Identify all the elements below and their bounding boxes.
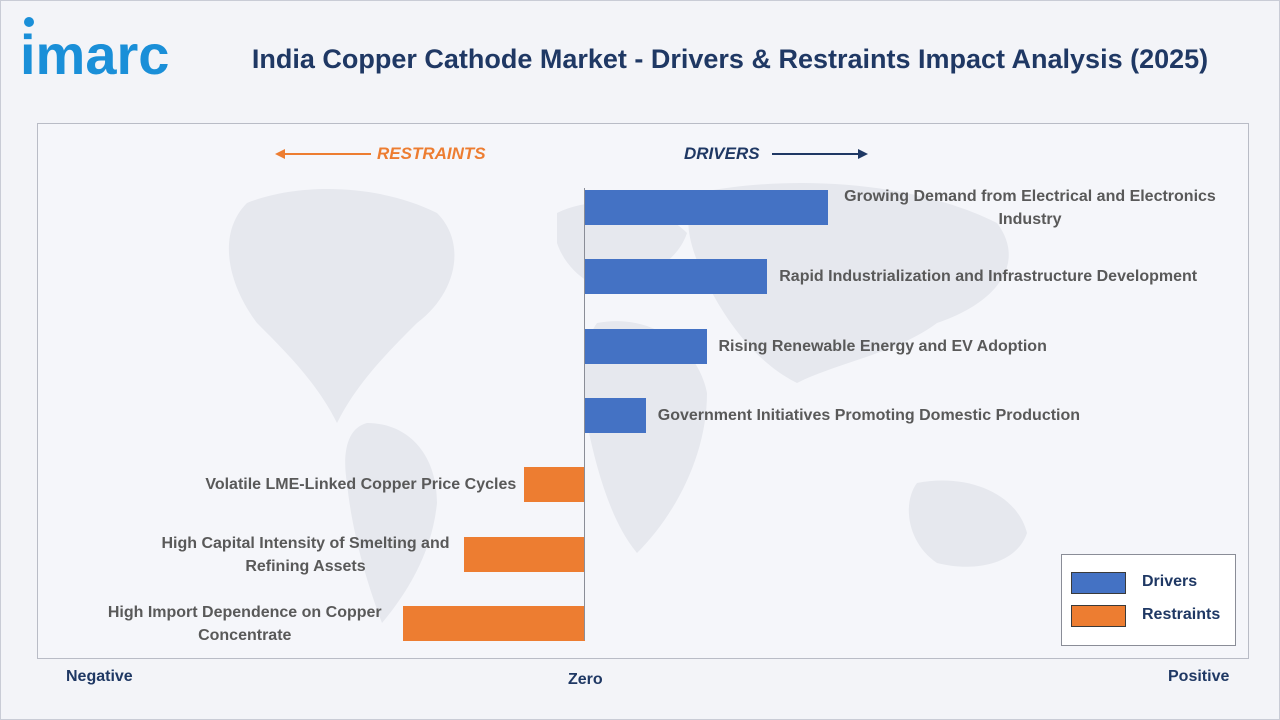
legend-swatch-restraints xyxy=(1071,605,1126,627)
legend-label-drivers: Drivers xyxy=(1142,573,1198,590)
bar-driver-4 xyxy=(585,397,646,433)
tick-positive: Positive xyxy=(1168,668,1230,685)
drivers-label: DRIVERS xyxy=(684,144,760,163)
tick-negative: Negative xyxy=(66,668,133,685)
legend-swatch-drivers xyxy=(1071,572,1126,594)
bar-driver-2 xyxy=(585,259,768,295)
bar-driver-3 xyxy=(585,328,707,364)
drivers-arrow xyxy=(772,149,868,159)
chart-title: India Copper Cathode Market - Drivers & … xyxy=(251,44,1209,74)
bar-label-1: Growing Demand from Electrical and Elect… xyxy=(844,188,1216,228)
logo-text: imarc xyxy=(20,23,169,86)
legend-label-restraints: Restraints xyxy=(1142,606,1221,623)
tick-zero: Zero xyxy=(568,671,603,688)
legend: Drivers Restraints xyxy=(1061,554,1236,646)
bar-label-6: High Capital Intensity of Smelting and R… xyxy=(161,534,450,575)
bar-label-5: Volatile LME-Linked Copper Price Cycles xyxy=(205,476,517,494)
restraints-label: RESTRAINTS xyxy=(377,144,486,163)
bar-restraint-6 xyxy=(463,536,585,572)
imarc-logo: imarc xyxy=(20,17,169,86)
bar-label-7: High Import Dependence on Copper Concent… xyxy=(107,603,382,644)
bar-label-4: Government Initiatives Promoting Domesti… xyxy=(657,406,1081,424)
bar-restraint-7 xyxy=(402,605,585,641)
zero-axis-line xyxy=(584,188,585,640)
bar-label-3: Rising Renewable Energy and EV Adoption xyxy=(718,337,1047,355)
bar-label-2: Rapid Industrialization and Infrastructu… xyxy=(779,268,1198,286)
bar-restraint-5 xyxy=(524,467,585,503)
restraints-arrow xyxy=(275,149,371,159)
bar-driver-1 xyxy=(585,190,828,225)
